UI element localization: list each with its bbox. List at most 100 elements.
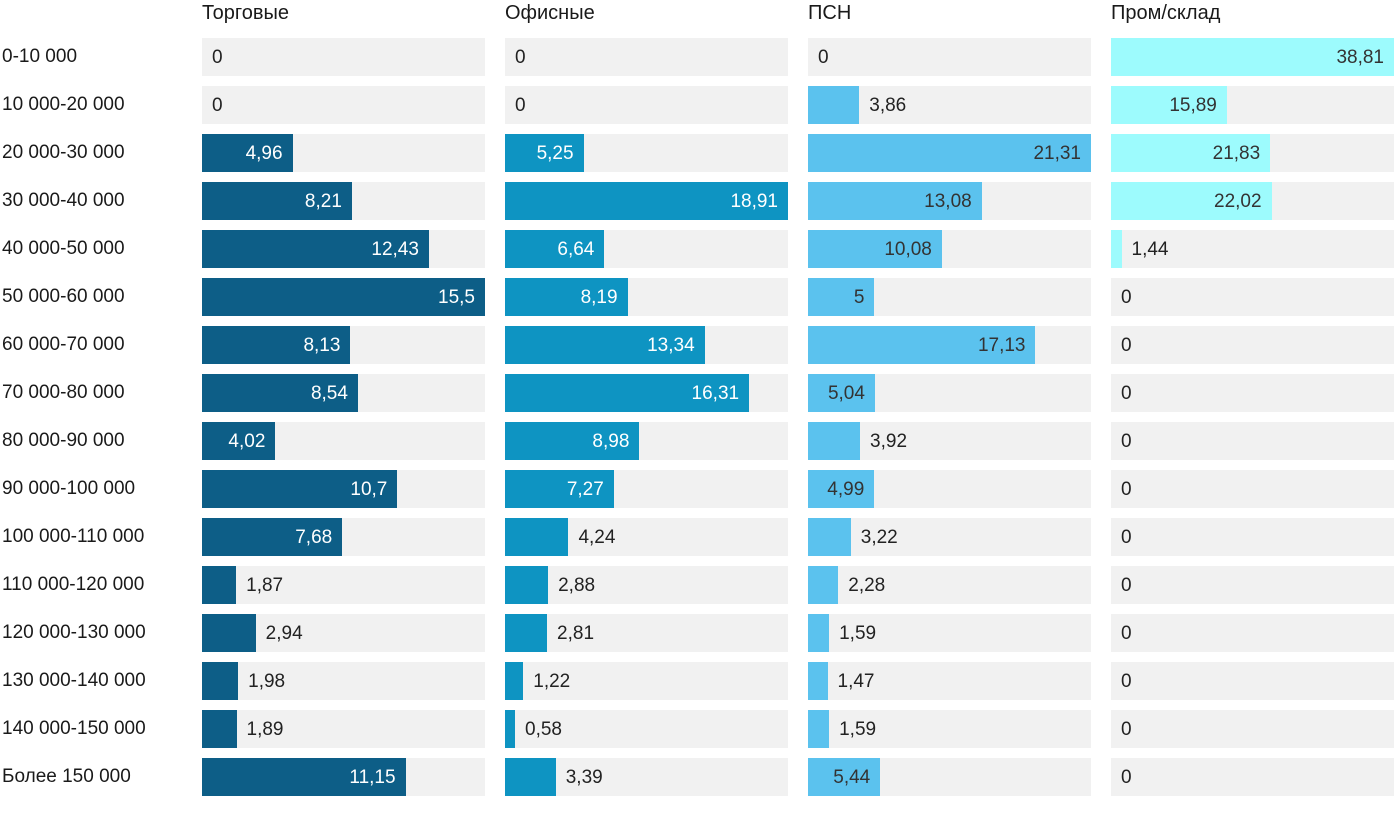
bar-value-label: 0,58 (525, 718, 562, 740)
bar: 22,02 (1111, 182, 1272, 220)
bar-track: 6,64 (505, 230, 788, 268)
bar-value-label: 5 (853, 286, 865, 308)
bar: 8,19 (505, 278, 628, 316)
bar: 38,81 (1111, 38, 1394, 76)
bar-value-label: 0 (1121, 382, 1132, 404)
bar-value-label: 38,81 (1336, 46, 1384, 68)
bar-track: 13,08 (808, 182, 1091, 220)
column-header: Офисные (505, 2, 595, 24)
bar-track: 0 (1111, 470, 1394, 508)
bar-track: 8,13 (202, 326, 485, 364)
bar-track: 12,43 (202, 230, 485, 268)
bar-value-label: 13,08 (924, 190, 972, 212)
bar: 8,98 (505, 422, 640, 460)
bar-track: 10,08 (808, 230, 1091, 268)
bar-value-label: 21,31 (1033, 142, 1081, 164)
bar-track: 8,98 (505, 422, 788, 460)
bar: 21,31 (808, 134, 1091, 172)
bar (505, 614, 548, 652)
bar-track: 5,04 (808, 374, 1091, 412)
bar-value-label: 0 (515, 46, 526, 68)
bar: 17,13 (808, 326, 1036, 364)
bar-track: 0 (202, 86, 485, 124)
bar-value-label: 2,88 (558, 574, 596, 596)
bar-track: 3,92 (808, 422, 1091, 460)
bar-value-label: 10,7 (350, 478, 388, 500)
bar-track: 21,83 (1111, 134, 1394, 172)
bar-value-label: 8,19 (580, 286, 618, 308)
bar-track: 0,58 (505, 710, 788, 748)
bar-track: 7,27 (505, 470, 788, 508)
bar-track: 18,91 (505, 182, 788, 220)
bar-value-label: 16,31 (691, 382, 740, 404)
bar-value-label: 7,27 (566, 478, 604, 500)
bar-value-label: 0 (1121, 478, 1132, 500)
bar: 18,91 (505, 182, 788, 220)
bar-value-label: 13,34 (647, 334, 695, 356)
column-header: Пром/склад (1111, 2, 1221, 24)
bar (202, 662, 239, 700)
bar-track: 15,5 (202, 278, 485, 316)
bar-value-label: 1,59 (839, 622, 877, 644)
bar-value-label: 11,15 (349, 766, 396, 788)
bar-value-label: 15,89 (1169, 94, 1217, 116)
bar-track: 0 (1111, 614, 1394, 652)
bar: 15,5 (202, 278, 485, 316)
bar-track: 22,02 (1111, 182, 1394, 220)
column-header: ПСН (808, 2, 852, 24)
bar-value-label: 3,86 (869, 94, 907, 116)
bar-value-label: 8,98 (592, 430, 630, 452)
bar-value-label: 1,47 (837, 670, 875, 692)
bar-value-label: 4,24 (578, 526, 616, 548)
bar (505, 758, 556, 796)
bar-value-label: 0 (212, 46, 223, 68)
bar-value-label: 0 (1121, 766, 1132, 788)
bar-value-label: 4,96 (245, 142, 283, 164)
bar-track: 5,44 (808, 758, 1091, 796)
bar-track: 5 (808, 278, 1091, 316)
bar-track: 0 (505, 86, 788, 124)
row-label: 50 000-60 000 (2, 286, 125, 307)
bar: 7,27 (505, 470, 614, 508)
bar-track: 0 (1111, 374, 1394, 412)
bar: 5 (808, 278, 875, 316)
bar: 16,31 (505, 374, 750, 412)
row-label: 100 000-110 000 (2, 526, 145, 547)
bar-value-label: 0 (1121, 718, 1132, 740)
bar-track: 5,25 (505, 134, 788, 172)
bar: 10,7 (202, 470, 398, 508)
bar-value-label: 0 (1121, 286, 1132, 308)
bar-track: 1,87 (202, 566, 485, 604)
bar-track: 0 (505, 38, 788, 76)
bar-track: 2,94 (202, 614, 485, 652)
row-label: 40 000-50 000 (2, 238, 125, 259)
bar: 10,08 (808, 230, 942, 268)
bar-track: 21,31 (808, 134, 1091, 172)
bar: 4,02 (202, 422, 276, 460)
bar-value-label: 0 (1121, 622, 1132, 644)
bar-track: 7,68 (202, 518, 485, 556)
bar (1111, 230, 1122, 268)
bar-value-label: 0 (1121, 430, 1132, 452)
row-label: Более 150 000 (2, 766, 131, 787)
bar: 8,54 (202, 374, 358, 412)
row-label: 30 000-40 000 (2, 190, 125, 211)
bar-value-label: 1,22 (533, 670, 571, 692)
bar-value-label: 8,54 (310, 382, 348, 404)
bar: 13,34 (505, 326, 705, 364)
bar-value-label: 5,25 (536, 142, 574, 164)
bar (808, 566, 839, 604)
bar-value-label: 8,21 (304, 190, 342, 212)
bar-value-label: 1,87 (246, 574, 284, 596)
bar (505, 710, 515, 748)
row-label: 140 000-150 000 (2, 718, 146, 739)
bar: 8,13 (202, 326, 351, 364)
bar (202, 566, 237, 604)
bar-value-label: 22,02 (1214, 190, 1262, 212)
bar (202, 614, 256, 652)
bar-value-label: 6,64 (557, 238, 595, 260)
bar-track: 11,15 (202, 758, 485, 796)
bar-value-label: 5,44 (833, 766, 871, 788)
bar (808, 86, 860, 124)
